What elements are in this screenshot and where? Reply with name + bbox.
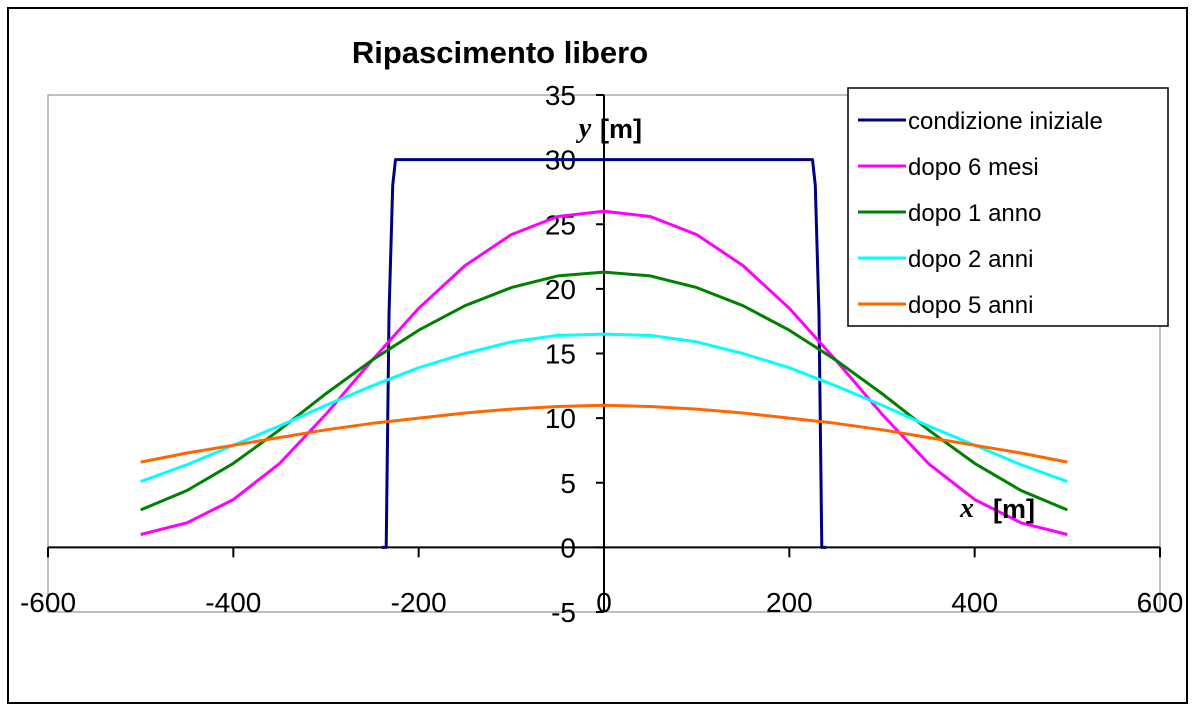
y-axis-unit: [m]	[600, 114, 642, 144]
x-tick-label: -400	[205, 587, 261, 618]
series-line-3	[140, 332, 1068, 483]
legend-label-4: dopo 5 anni	[908, 292, 1033, 319]
legend-label-3: dopo 2 anni	[908, 246, 1033, 273]
x-tick-label: -600	[20, 587, 76, 618]
y-tick-label: 5	[560, 468, 576, 499]
x-tick-label: 200	[766, 587, 813, 618]
chart-title: Ripascimento libero	[352, 35, 648, 70]
legend-box	[847, 87, 1169, 327]
y-tick-label: 15	[545, 339, 576, 370]
y-tick-label: 35	[545, 80, 576, 111]
x-tick-label: -200	[391, 587, 447, 618]
legend: condizione iniziale dopo 6 mesi dopo 1 ann…	[847, 87, 1169, 327]
legend-label-2: dopo 1 anno	[908, 200, 1041, 227]
series-line-1	[140, 209, 1068, 536]
series-line-0	[381, 158, 827, 549]
x-tick-label: 0	[596, 587, 612, 618]
x-tick-label: 400	[951, 587, 998, 618]
y-axis-variable: y	[576, 113, 592, 144]
legend-label-0: condizione iniziale	[908, 108, 1103, 135]
x-axis-variable: x	[959, 493, 974, 524]
y-tick-label: -5	[551, 597, 576, 628]
series-line-4	[140, 403, 1068, 464]
legend-label-1: dopo 6 mesi	[908, 154, 1039, 181]
y-tick-label: 0	[560, 532, 576, 563]
series-layer	[140, 158, 1068, 549]
x-tick-label: 600	[1137, 587, 1184, 618]
x-axis-unit: [m]	[993, 494, 1035, 524]
